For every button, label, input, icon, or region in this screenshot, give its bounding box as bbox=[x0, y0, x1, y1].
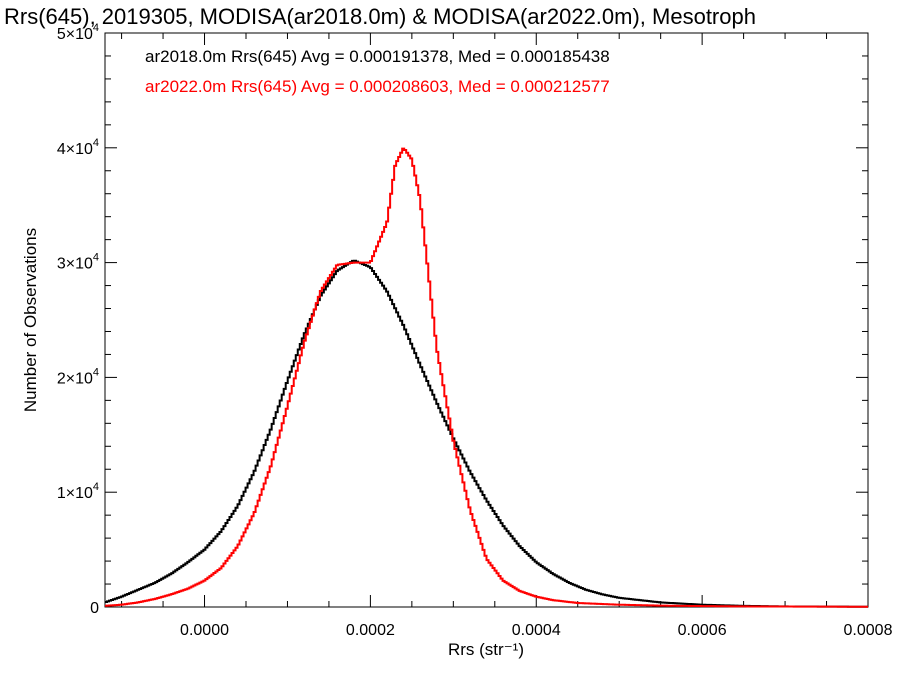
plot-frame bbox=[104, 32, 869, 608]
x-tick-label: 0.0006 bbox=[678, 622, 727, 639]
axis-ticks bbox=[105, 32, 869, 608]
legend-entry-ar2022: ar2022.0m Rrs(645) Avg = 0.000208603, Me… bbox=[145, 77, 610, 96]
y-tick-label: 3×104 bbox=[57, 252, 99, 273]
chart-title: Rrs(645), 2019305, MODISA(ar2018.0m) & M… bbox=[4, 4, 756, 29]
series-line-ar2022.0m bbox=[105, 147, 868, 608]
series-layer bbox=[105, 147, 868, 608]
y-tick-label: 0 bbox=[90, 600, 99, 617]
x-tick-labels: 0.0000 0.0002 0.0004 0.0006 0.0008 bbox=[180, 622, 893, 639]
x-tick-label: 0.0002 bbox=[346, 622, 395, 639]
y-tick-label: 5×104 bbox=[57, 22, 99, 43]
legend-entry-ar2018: ar2018.0m Rrs(645) Avg = 0.000191378, Me… bbox=[145, 47, 610, 66]
y-tick-label: 2×104 bbox=[57, 366, 99, 387]
y-axis-label: Number of Observations bbox=[21, 228, 40, 412]
x-tick-label: 0.0004 bbox=[512, 622, 561, 639]
x-axis-label: Rrs (str⁻¹) bbox=[448, 640, 524, 659]
y-tick-label: 1×104 bbox=[57, 481, 99, 502]
x-tick-label: 0.0000 bbox=[180, 622, 229, 639]
x-tick-label: 0.0008 bbox=[844, 622, 893, 639]
y-tick-labels: 0 1×104 2×104 3×104 4×104 5×104 bbox=[57, 22, 99, 617]
y-tick-label: 4×104 bbox=[57, 137, 99, 158]
